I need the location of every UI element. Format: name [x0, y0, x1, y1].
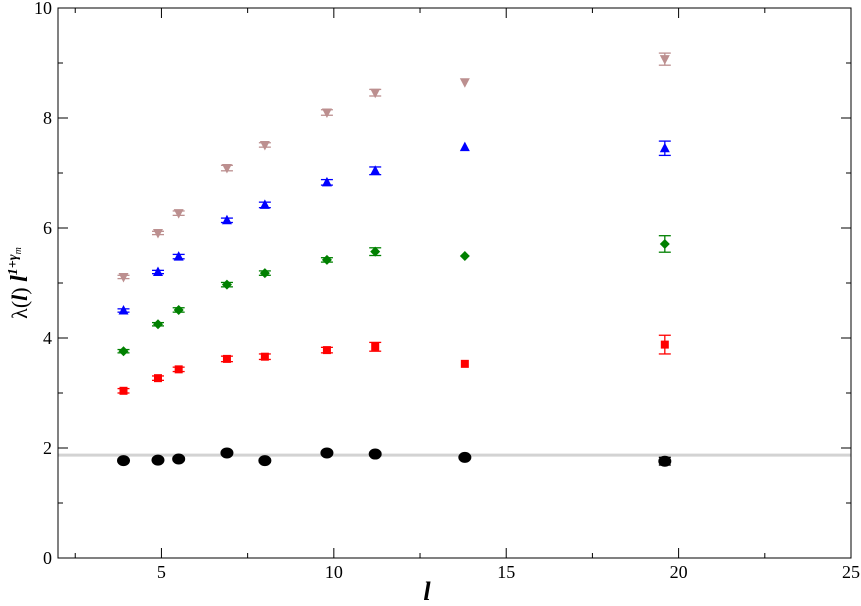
data-point-square	[222, 354, 231, 363]
data-point-circle	[658, 455, 672, 467]
data-point-circle	[320, 447, 334, 459]
data-point-triangle-down	[118, 272, 129, 283]
data-point-square	[460, 359, 469, 368]
data-point-diamond	[152, 319, 163, 330]
data-marks-layer	[117, 52, 672, 467]
data-point-triangle-down	[259, 140, 270, 151]
y-tick-label: 10	[34, 0, 52, 18]
x-tick-label: 15	[497, 562, 515, 582]
x-tick-label: 10	[325, 562, 343, 582]
data-point-square	[260, 352, 269, 361]
x-tick-label: 5	[157, 562, 166, 582]
y-tick-label: 6	[43, 218, 52, 238]
data-point-square	[174, 365, 183, 374]
x-tick-label: 25	[842, 562, 860, 582]
data-point-diamond	[118, 346, 129, 357]
data-point-square	[371, 342, 380, 351]
y-label-exponent: 1+γ	[6, 254, 21, 275]
data-point-square	[119, 386, 128, 395]
data-point-square	[322, 346, 331, 355]
data-point-circle	[258, 455, 272, 467]
data-point-triangle-up	[459, 141, 470, 152]
data-point-triangle-up	[259, 199, 270, 209]
x-tick-label: 20	[670, 562, 688, 582]
y-tick-label: 8	[43, 108, 52, 128]
data-point-triangle-down	[221, 164, 232, 174]
data-point-circle	[117, 455, 131, 467]
data-point-square	[660, 340, 669, 349]
y-label-var: l	[7, 294, 32, 301]
y-label-close: )	[7, 282, 32, 295]
data-point-diamond	[459, 251, 470, 262]
data-point-diamond	[221, 279, 232, 290]
data-point-circle	[458, 451, 472, 463]
data-point-triangle-down	[173, 209, 184, 219]
data-point-circle	[172, 453, 186, 465]
data-point-triangle-up	[152, 266, 163, 276]
y-axis-label: λ(l) l1+γm	[6, 247, 33, 319]
data-point-diamond	[659, 238, 670, 249]
tick-labels-layer: 5 10 15 20 25 0 2 4 6 8 10	[34, 0, 860, 582]
data-point-circle	[368, 448, 382, 460]
y-label-exponent-sub: m	[13, 247, 24, 254]
data-point-triangle-down	[459, 78, 470, 88]
data-point-triangle-up	[659, 142, 670, 153]
data-point-triangle-down	[370, 88, 381, 99]
data-point-diamond	[321, 254, 332, 265]
data-point-triangle-up	[221, 214, 232, 225]
data-point-triangle-down	[321, 108, 332, 118]
data-point-triangle-up	[118, 305, 129, 315]
ticks-layer	[58, 7, 852, 559]
y-tick-label: 0	[43, 548, 52, 568]
data-point-triangle-up	[370, 165, 381, 175]
data-point-square	[153, 374, 162, 383]
data-point-diamond	[259, 268, 270, 279]
y-label-power-base: l	[7, 275, 33, 282]
x-axis-label: l	[423, 577, 431, 606]
data-point-circle	[151, 454, 165, 466]
data-point-triangle-down	[152, 228, 163, 239]
plot-frame	[57, 7, 852, 559]
data-point-triangle-up	[173, 251, 184, 261]
y-tick-label: 2	[43, 438, 52, 458]
data-point-diamond	[173, 304, 184, 315]
data-point-triangle-down	[659, 55, 670, 65]
data-point-circle	[220, 447, 234, 459]
y-tick-label: 4	[43, 328, 52, 348]
data-point-diamond	[370, 246, 381, 257]
data-point-triangle-up	[321, 176, 332, 187]
y-label-base: λ(	[7, 301, 32, 319]
